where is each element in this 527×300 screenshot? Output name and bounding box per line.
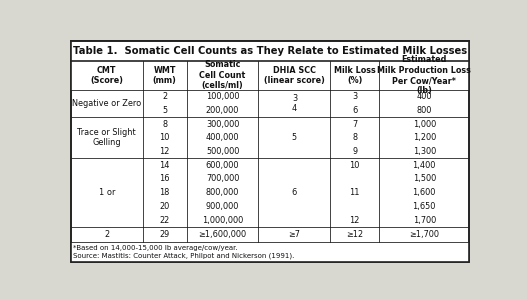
Text: 29: 29 xyxy=(160,230,170,239)
Text: ≥1,700: ≥1,700 xyxy=(409,230,439,239)
Bar xyxy=(71,242,470,262)
Text: 6: 6 xyxy=(352,106,357,115)
Text: CMT
(Score): CMT (Score) xyxy=(90,66,123,85)
Text: 9: 9 xyxy=(352,147,357,156)
Text: 5: 5 xyxy=(292,133,297,142)
Text: 14: 14 xyxy=(159,161,170,170)
Text: 12: 12 xyxy=(349,216,360,225)
Text: 8: 8 xyxy=(352,133,357,142)
Text: 1,000: 1,000 xyxy=(413,119,436,128)
Text: 1,700: 1,700 xyxy=(413,216,436,225)
Text: Estimated
Milk Production Loss
Per Cow/Year*
(lb): Estimated Milk Production Loss Per Cow/Y… xyxy=(377,55,471,95)
Text: 16: 16 xyxy=(159,174,170,183)
Text: 300,000: 300,000 xyxy=(206,119,239,128)
Text: *Based on 14,000-15,000 lb average/cow/year.: *Based on 14,000-15,000 lb average/cow/y… xyxy=(73,245,238,251)
Text: ≥1,600,000: ≥1,600,000 xyxy=(199,230,247,239)
Text: Trace or Slight
Gelling: Trace or Slight Gelling xyxy=(77,128,136,147)
Text: 18: 18 xyxy=(160,188,170,197)
Text: 22: 22 xyxy=(160,216,170,225)
Text: 800,000: 800,000 xyxy=(206,188,239,197)
Text: 3: 3 xyxy=(352,92,357,101)
Text: 1,300: 1,300 xyxy=(413,147,436,156)
Text: 7: 7 xyxy=(352,119,357,128)
Text: 20: 20 xyxy=(160,202,170,211)
Text: 400,000: 400,000 xyxy=(206,133,239,142)
Text: 100,000: 100,000 xyxy=(206,92,239,101)
Text: ≥7: ≥7 xyxy=(288,230,300,239)
Text: Somatic
Cell Count
(cells/ml): Somatic Cell Count (cells/ml) xyxy=(199,60,246,90)
Text: 400: 400 xyxy=(416,92,432,101)
Text: 900,000: 900,000 xyxy=(206,202,239,211)
Bar xyxy=(71,61,470,90)
Text: 1,600: 1,600 xyxy=(413,188,436,197)
Text: 800: 800 xyxy=(416,106,432,115)
Text: 1,500: 1,500 xyxy=(413,174,436,183)
Text: 11: 11 xyxy=(349,188,360,197)
Text: 10: 10 xyxy=(349,161,360,170)
Text: 12: 12 xyxy=(160,147,170,156)
Text: 5: 5 xyxy=(162,106,167,115)
Text: 2: 2 xyxy=(162,92,167,101)
Text: Negative or Zero: Negative or Zero xyxy=(72,99,141,108)
Text: 8: 8 xyxy=(162,119,167,128)
Text: WMT
(mm): WMT (mm) xyxy=(153,66,177,85)
Text: 6: 6 xyxy=(292,188,297,197)
Text: 500,000: 500,000 xyxy=(206,147,239,156)
Text: 600,000: 600,000 xyxy=(206,161,239,170)
Text: 1,200: 1,200 xyxy=(413,133,436,142)
Text: Table 1.  Somatic Cell Counts as They Relate to Estimated Milk Losses: Table 1. Somatic Cell Counts as They Rel… xyxy=(73,46,467,56)
Text: 700,000: 700,000 xyxy=(206,174,239,183)
Text: ≥12: ≥12 xyxy=(346,230,363,239)
Text: 2: 2 xyxy=(104,230,109,239)
Text: Milk Loss
(%): Milk Loss (%) xyxy=(334,66,376,85)
Text: 1,650: 1,650 xyxy=(413,202,436,211)
Bar xyxy=(71,41,470,61)
Text: 1,400: 1,400 xyxy=(413,161,436,170)
Text: 1,000,000: 1,000,000 xyxy=(202,216,243,225)
Text: 200,000: 200,000 xyxy=(206,106,239,115)
Text: DHIA SCC
(linear score): DHIA SCC (linear score) xyxy=(264,66,325,85)
Text: 1 or: 1 or xyxy=(99,188,115,197)
Text: 3
4: 3 4 xyxy=(292,94,297,113)
Text: 10: 10 xyxy=(160,133,170,142)
Text: Source: Mastitis: Counter Attack, Philpot and Nickerson (1991).: Source: Mastitis: Counter Attack, Philpo… xyxy=(73,253,294,259)
